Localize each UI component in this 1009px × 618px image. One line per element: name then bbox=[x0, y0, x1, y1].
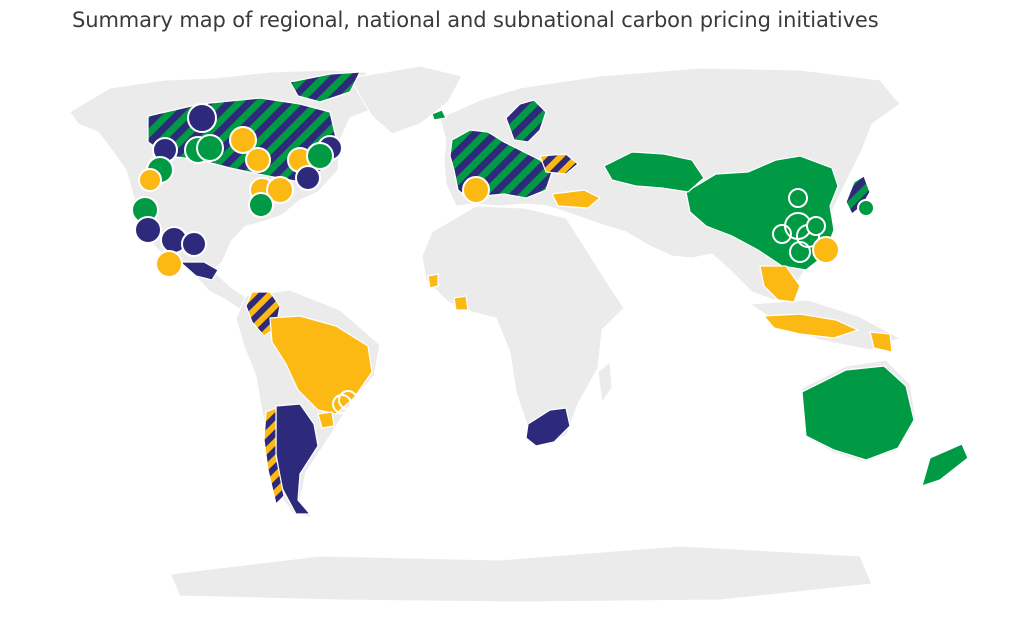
region-scandinavia[interactable] bbox=[505, 99, 547, 143]
subnational-marker-6[interactable] bbox=[229, 126, 257, 154]
madagascar-land bbox=[597, 360, 613, 404]
region-new-zealand[interactable] bbox=[921, 443, 969, 487]
region-brazil[interactable] bbox=[269, 315, 373, 415]
subnational-marker-12[interactable] bbox=[181, 231, 207, 257]
region-ukraine[interactable] bbox=[539, 153, 579, 175]
region-indonesia[interactable] bbox=[762, 313, 860, 339]
region-ivory-coast[interactable] bbox=[453, 295, 469, 311]
region-kazakhstan[interactable] bbox=[603, 151, 705, 193]
subnational-marker-24[interactable] bbox=[772, 224, 792, 244]
subnational-marker-1[interactable] bbox=[187, 103, 217, 133]
subnational-marker-5[interactable] bbox=[196, 134, 224, 162]
greenland-land bbox=[349, 65, 463, 135]
region-arctic-canada[interactable] bbox=[289, 71, 362, 103]
subnational-marker-13[interactable] bbox=[155, 250, 183, 278]
subnational-marker-29[interactable] bbox=[857, 199, 875, 217]
region-chile[interactable] bbox=[263, 407, 285, 506]
subnational-marker-15[interactable] bbox=[266, 176, 294, 204]
region-south-africa[interactable] bbox=[525, 407, 571, 447]
subnational-marker-8[interactable] bbox=[138, 168, 162, 192]
subnational-marker-21[interactable] bbox=[462, 176, 490, 204]
subnational-marker-28[interactable] bbox=[812, 236, 840, 264]
subnational-marker-31[interactable] bbox=[338, 390, 358, 410]
region-png[interactable] bbox=[869, 331, 893, 353]
subnational-marker-7[interactable] bbox=[245, 147, 271, 173]
region-australia[interactable] bbox=[801, 365, 915, 461]
region-mexico[interactable] bbox=[178, 261, 219, 281]
region-senegal[interactable] bbox=[427, 273, 439, 289]
subnational-marker-16[interactable] bbox=[248, 192, 274, 218]
map-title: Summary map of regional, national and su… bbox=[72, 8, 879, 32]
subnational-marker-10[interactable] bbox=[134, 216, 162, 244]
region-turkey[interactable] bbox=[551, 189, 602, 209]
africa-land bbox=[421, 205, 625, 445]
subnational-marker-22[interactable] bbox=[788, 188, 808, 208]
subnational-marker-19[interactable] bbox=[295, 165, 321, 191]
region-iceland[interactable] bbox=[431, 109, 447, 121]
antarctica-land bbox=[169, 545, 873, 603]
subnational-marker-26[interactable] bbox=[806, 216, 826, 236]
subnational-marker-30[interactable] bbox=[332, 394, 352, 414]
subnational-marker-27[interactable] bbox=[789, 241, 811, 263]
region-uruguay[interactable] bbox=[317, 411, 335, 429]
subnational-marker-20[interactable] bbox=[306, 142, 334, 170]
region-southeast-asia[interactable] bbox=[759, 265, 801, 303]
marker-layer bbox=[131, 103, 875, 414]
